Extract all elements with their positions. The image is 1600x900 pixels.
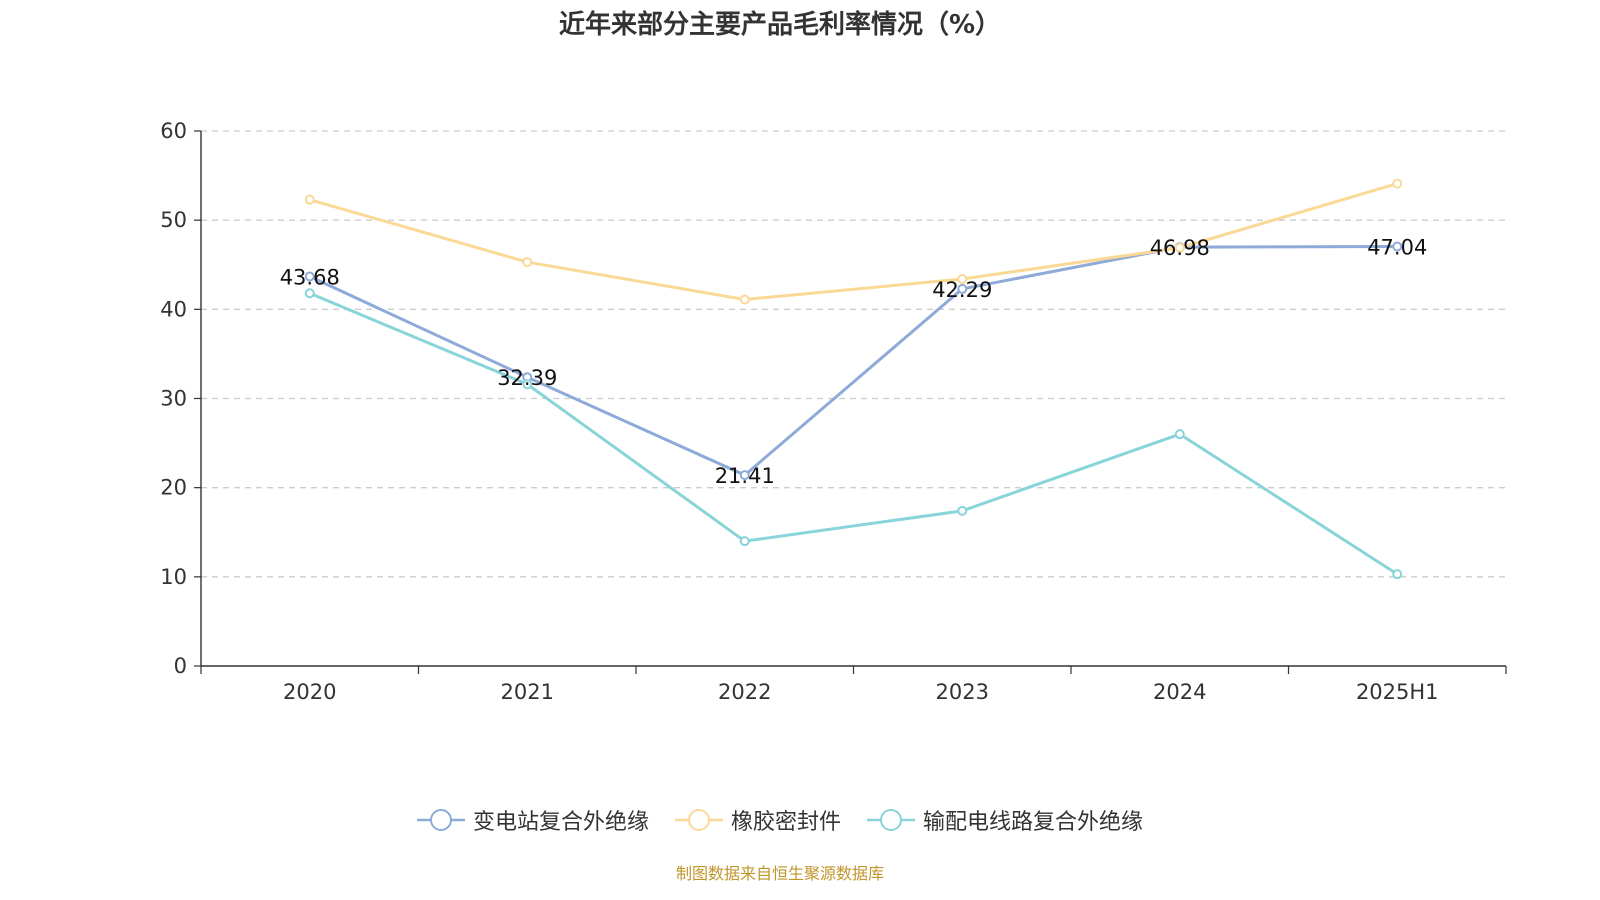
data-point — [1174, 242, 1185, 253]
legend-circle — [429, 809, 452, 831]
x-tick-label: 2021 — [501, 680, 554, 704]
x-tick-label: 2023 — [936, 680, 989, 704]
legend-item[interactable]: 橡胶密封件 — [674, 804, 841, 836]
legend-item[interactable]: 输配电线路复合外绝缘 — [867, 804, 1143, 836]
data-label: 32.39 — [497, 366, 557, 390]
data-point — [739, 294, 750, 305]
x-tick-label: 2022 — [718, 680, 771, 704]
data-point — [1174, 429, 1185, 440]
y-tick-label: 10 — [160, 565, 187, 589]
data-point — [739, 536, 750, 547]
data-label: 21.41 — [715, 464, 775, 488]
data-point — [957, 274, 968, 285]
legend-marker-icon — [674, 809, 723, 831]
y-tick-label: 0 — [174, 654, 187, 678]
data-label: 42.29 — [932, 278, 992, 302]
series-lines — [304, 178, 1403, 580]
data-point — [304, 271, 315, 282]
legend-label: 橡胶密封件 — [730, 810, 841, 835]
data-point — [1392, 178, 1403, 189]
legend-item[interactable]: 变电站复合外绝缘 — [416, 804, 649, 836]
y-tick-label: 30 — [160, 387, 187, 411]
data-point — [522, 257, 533, 268]
series-line — [309, 245, 1398, 477]
data-label: 46.98 — [1150, 236, 1210, 260]
legend-label: 变电站复合外绝缘 — [472, 810, 649, 835]
y-tick-label: 60 — [160, 119, 187, 143]
data-labels: 43.68 32.39 21.41 42.29 46.98 47.04 — [280, 236, 1428, 489]
x-tick-label: 2024 — [1153, 680, 1206, 704]
series-line — [309, 291, 1399, 576]
data-point — [304, 194, 315, 205]
data-point — [522, 379, 533, 390]
source-note: 制图数据来自恒生聚源数据库 — [675, 864, 884, 883]
axes: 0 10 20 30 40 50 60 2020 2021 2022 2023 2024 2025H1 — [160, 119, 1507, 704]
data-label: 47.04 — [1367, 236, 1427, 260]
x-tick-label: 2025H1 — [1356, 680, 1439, 704]
data-point — [1392, 569, 1403, 580]
data-label: 43.68 — [280, 266, 340, 290]
chart-title: 近年来部分主要产品毛利率情况（%） — [558, 10, 1002, 40]
legend-marker-icon — [416, 809, 465, 831]
legend: 变电站复合外绝缘 橡胶密封件 输配电线路复合外绝缘 — [0, 804, 1560, 836]
y-tick-label: 40 — [160, 297, 187, 321]
x-tick-label: 2020 — [283, 680, 336, 704]
legend-marker-icon — [867, 809, 915, 831]
data-point — [1392, 241, 1403, 252]
y-tick-label: 20 — [160, 476, 187, 500]
data-point — [957, 283, 968, 294]
series-line — [309, 182, 1398, 302]
legend-label: 输配电线路复合外绝缘 — [923, 810, 1144, 835]
legend-circle — [687, 809, 710, 831]
y-tick-label: 50 — [160, 208, 187, 232]
data-point — [957, 505, 968, 516]
legend-circle — [880, 809, 902, 831]
data-point — [304, 288, 315, 299]
gridlines — [201, 130, 1506, 578]
data-point — [739, 470, 750, 481]
